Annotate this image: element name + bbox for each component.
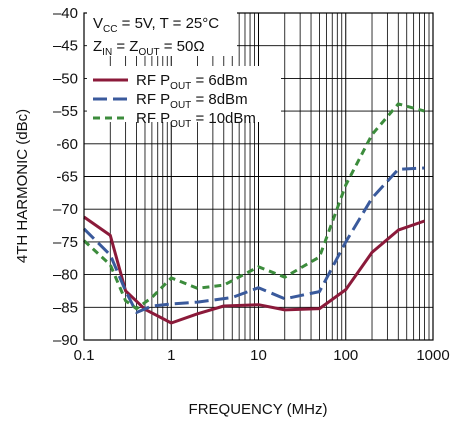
x-tick-label: 1000 — [416, 347, 449, 364]
x-tick-label: 0.1 — [74, 347, 95, 364]
plot-frame — [83, 12, 434, 341]
y-tick-label: -60 — [56, 136, 78, 153]
legend-label: RF POUT = 8dBm — [136, 91, 248, 111]
series-layer — [82, 102, 425, 325]
y-tick-label: –55 — [53, 103, 78, 120]
x-tick-label: 1 — [167, 347, 175, 364]
series-line — [83, 215, 425, 325]
y-axis-title: 4TH HARMONIC (dBc) — [14, 109, 31, 263]
y-tick-label: –85 — [53, 299, 78, 316]
y-tick-label: –80 — [53, 267, 78, 284]
legend-label: RF POUT = 6dBm — [136, 72, 248, 92]
y-tick-label: –45 — [53, 38, 78, 55]
series-line — [82, 102, 425, 311]
grid — [83, 12, 433, 341]
series-line — [82, 166, 425, 314]
conditions-line-1: VCC = 5V, T = 25°C — [93, 15, 219, 35]
y-tick-label: –40 — [53, 5, 78, 22]
x-tick-label: 100 — [333, 347, 358, 364]
x-tick-label: 10 — [250, 347, 267, 364]
conditions-background — [87, 10, 237, 56]
y-tick-label: –90 — [53, 332, 78, 349]
tick-labels: –40 –45 –50 –55 -60 -65 –70 –75 –80 –85 –900.1 1 10 1… — [53, 5, 450, 364]
y-tick-label: –50 — [53, 70, 78, 87]
conditions-line-2: ZIN = ZOUT = 50Ω — [93, 38, 205, 58]
x-axis-title: FREQUENCY (MHz) — [189, 401, 328, 418]
legend-background — [87, 66, 281, 122]
legend-label: RF POUT = 10dBm — [136, 110, 256, 130]
y-tick-label: –75 — [53, 234, 78, 251]
y-tick-label: –70 — [53, 201, 78, 218]
y-tick-label: -65 — [56, 169, 78, 186]
